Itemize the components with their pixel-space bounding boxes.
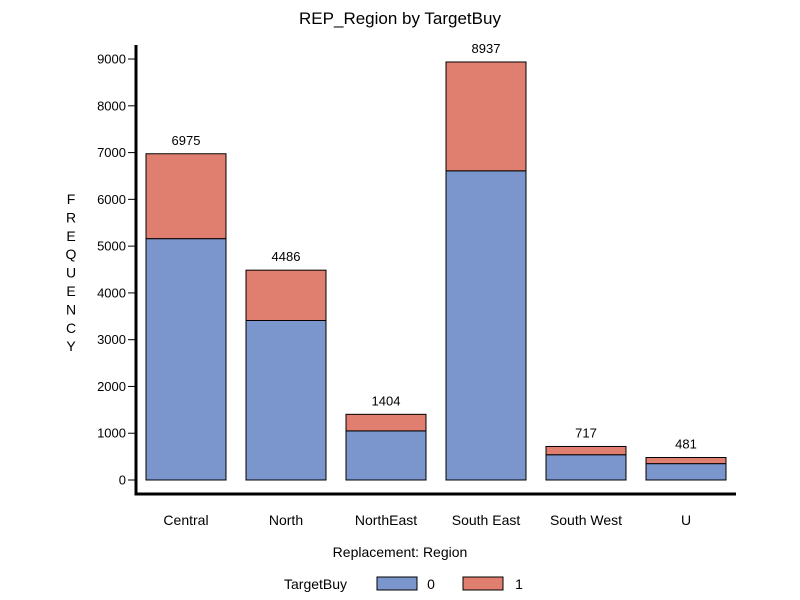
bar-segment-1 bbox=[145, 153, 227, 240]
bar-segment-0 bbox=[245, 320, 327, 481]
bar-total-label: 8937 bbox=[472, 41, 501, 56]
x-tick-label: North bbox=[269, 512, 303, 528]
y-axis-title-letter: N bbox=[66, 301, 76, 317]
bar-segment-0 bbox=[445, 170, 527, 481]
legend-swatch-1 bbox=[462, 576, 504, 591]
bar-total-label: 481 bbox=[675, 437, 697, 452]
y-axis-title-letter: R bbox=[66, 209, 76, 225]
legend: TargetBuy 0 1 bbox=[284, 576, 523, 592]
bar-segment-0 bbox=[545, 454, 627, 481]
y-axis-ticks: 0 1000 2000 3000 4000 5000 6000 7000 8000 9000 bbox=[97, 52, 136, 488]
bar-segment-1 bbox=[645, 457, 727, 465]
legend-swatch-0 bbox=[376, 576, 418, 591]
y-axis-title-letter: Y bbox=[66, 338, 76, 354]
legend-title: TargetBuy bbox=[284, 576, 347, 592]
y-tick-label: 4000 bbox=[97, 285, 126, 300]
y-tick-label: 1000 bbox=[97, 426, 126, 441]
x-tick-label: NorthEast bbox=[355, 512, 417, 528]
y-axis-title-letter: F bbox=[67, 191, 76, 207]
bar-total-label: 6975 bbox=[172, 133, 201, 148]
axes bbox=[134, 45, 736, 496]
bar-segment-1 bbox=[445, 61, 527, 172]
bar-segment-1 bbox=[245, 269, 327, 321]
y-tick-label: 3000 bbox=[97, 332, 126, 347]
chart-title: REP_Region by TargetBuy bbox=[299, 9, 501, 28]
bar-segment-0 bbox=[145, 238, 227, 481]
x-tick-label: Central bbox=[163, 512, 208, 528]
y-tick-label: 9000 bbox=[97, 52, 126, 67]
y-tick-label: 5000 bbox=[97, 239, 126, 254]
bars: 6975 Central 4486 North 1404 NorthEast 8937 Sou… bbox=[145, 41, 727, 528]
bar-total-label: 4486 bbox=[272, 249, 301, 264]
bar-segment-0 bbox=[345, 430, 427, 481]
y-tick-label: 0 bbox=[119, 473, 126, 488]
bar-total-label: 717 bbox=[575, 425, 597, 440]
bar-total-label: 1404 bbox=[372, 393, 401, 408]
y-tick-label: 2000 bbox=[97, 379, 126, 394]
legend-label-1: 1 bbox=[515, 576, 523, 592]
x-tick-label: U bbox=[681, 512, 691, 528]
y-axis-title-letter: Q bbox=[66, 246, 77, 262]
x-tick-label: South East bbox=[452, 512, 521, 528]
legend-label-0: 0 bbox=[427, 576, 435, 592]
y-axis-title-letter: C bbox=[66, 320, 76, 336]
y-axis-title-letter: E bbox=[66, 228, 75, 244]
x-axis-title: Replacement: Region bbox=[333, 544, 468, 560]
y-tick-label: 7000 bbox=[97, 145, 126, 160]
x-tick-label: South West bbox=[550, 512, 622, 528]
y-tick-label: 8000 bbox=[97, 98, 126, 113]
y-tick-label: 6000 bbox=[97, 192, 126, 207]
bar-segment-1 bbox=[545, 445, 627, 456]
bar-segment-1 bbox=[345, 413, 427, 432]
y-axis-title-letter: E bbox=[66, 283, 75, 299]
y-axis-title-letter: U bbox=[66, 265, 76, 281]
bar-segment-0 bbox=[645, 463, 727, 481]
